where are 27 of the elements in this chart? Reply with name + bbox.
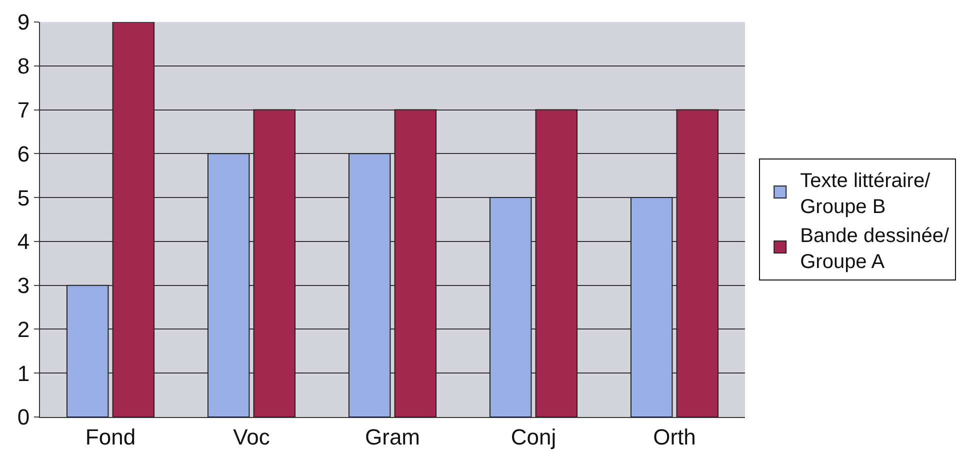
x-tick-label: Conj [510,424,556,450]
bar [489,197,532,417]
y-tick-label: 9 [17,10,30,35]
y-tick-label: 1 [17,360,30,386]
y-tick-label: 6 [17,141,30,166]
bar [394,109,437,417]
x-tick-label: Voc [233,424,270,450]
bar [112,22,155,417]
legend-label: Bande dessinée/ Groupe A [800,224,950,273]
y-tick-label: 8 [17,54,30,79]
bar [535,109,578,417]
bar [207,153,250,417]
bar [66,284,109,417]
y-tick-label: 3 [17,273,30,298]
x-tick-label: Fond [85,424,136,450]
legend-label: Texte littéraire/ Groupe B [800,170,931,218]
y-tick-label: 2 [17,316,30,342]
bar [676,109,719,417]
bar [348,153,391,417]
y-tick-label: 4 [17,229,30,254]
x-tick-label: Gram [365,424,420,450]
bar [630,197,673,417]
x-tick-label: Orth [653,424,696,450]
y-tick-label: 0 [17,404,30,430]
y-tick-label: 7 [17,97,30,122]
y-tick-label: 5 [17,185,30,210]
bar [253,109,296,417]
